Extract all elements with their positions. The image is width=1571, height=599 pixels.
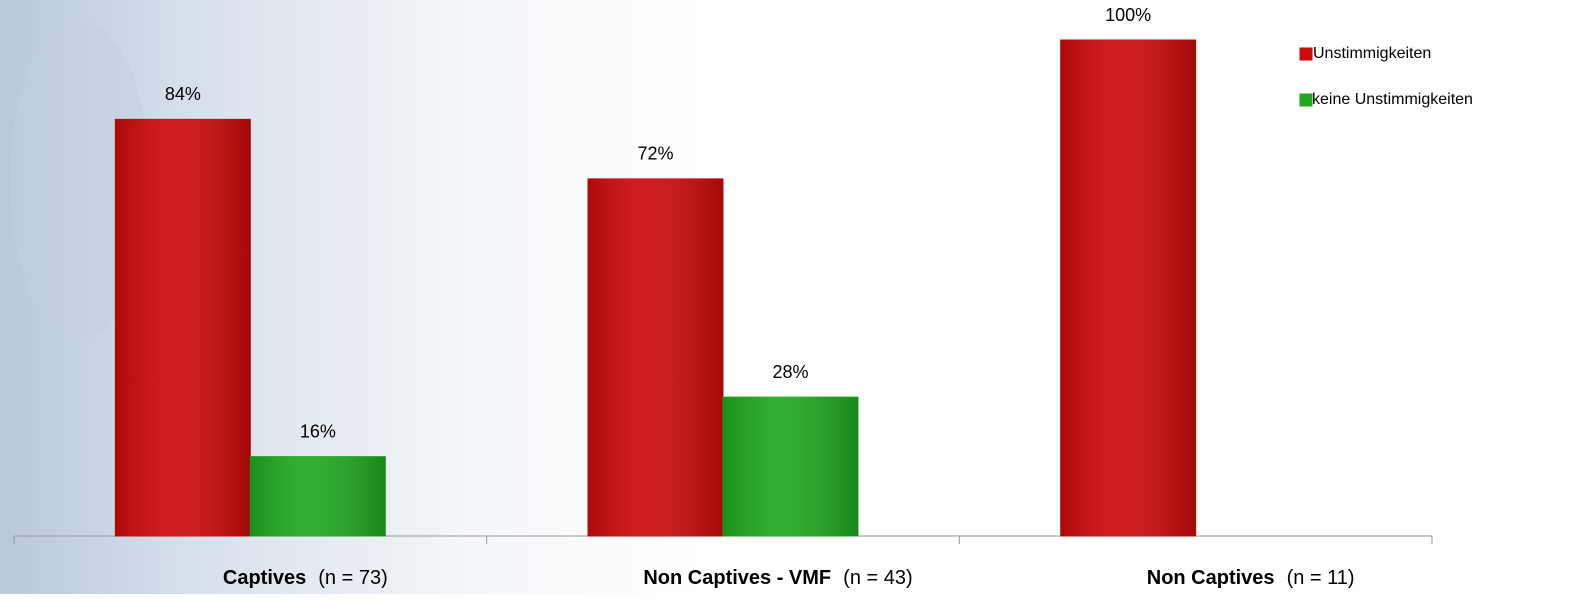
- category-name: Captives: [223, 567, 306, 589]
- legend-swatch: [1299, 47, 1313, 61]
- legend-label: keine Unstimmigkeiten: [1312, 91, 1473, 108]
- x-tick-label: Non Captives (n = 11): [1147, 567, 1355, 589]
- category-name: Non Captives: [1147, 567, 1275, 589]
- bar-shade: [723, 397, 858, 536]
- legend-swatch: [1299, 93, 1313, 107]
- x-tick-label: Non Captives - VMF (n = 43): [643, 567, 912, 589]
- value-label: 16%: [300, 421, 336, 441]
- bar-shade: [1060, 40, 1196, 536]
- category-name: Non Captives - VMF: [643, 567, 831, 589]
- x-tick-label: Captives (n = 73): [223, 567, 388, 589]
- value-label: 72%: [637, 144, 673, 164]
- value-label: 28%: [772, 362, 808, 382]
- bar-shade: [588, 178, 723, 536]
- legend-label: Unstimmigkeiten: [1313, 45, 1431, 62]
- category-note: (n = 43): [843, 567, 912, 589]
- bar-shade: [115, 119, 251, 537]
- category-note: (n = 73): [318, 567, 387, 589]
- bar-shade: [250, 456, 386, 536]
- value-label: 100%: [1105, 5, 1151, 25]
- value-label: 84%: [165, 84, 201, 104]
- category-note: (n = 11): [1287, 567, 1355, 589]
